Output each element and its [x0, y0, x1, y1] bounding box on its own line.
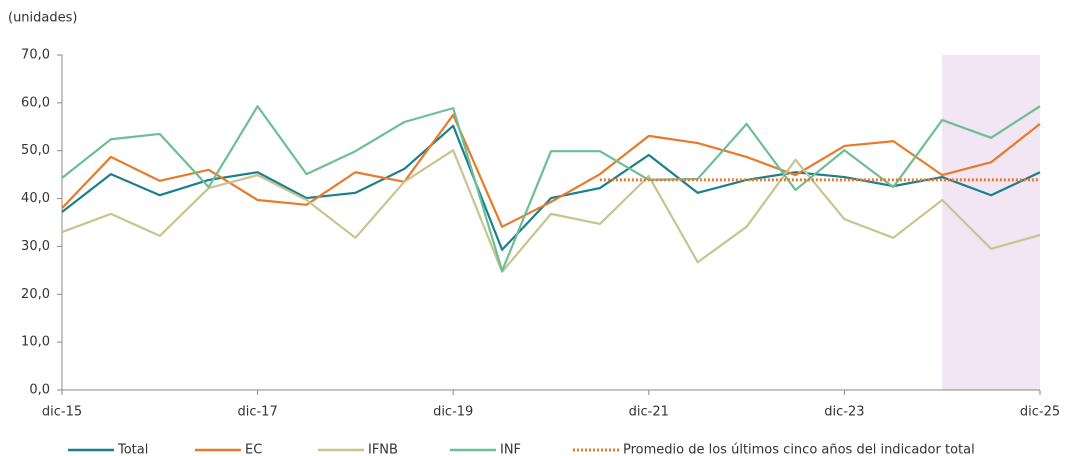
x-tick-label: dic-19 [433, 405, 473, 420]
y-tick-label: 0,0 [29, 383, 50, 398]
highlight-band [942, 55, 1040, 390]
legend-label: Promedio de los últimos cinco años del i… [623, 443, 975, 456]
y-tick-label: 40,0 [21, 191, 50, 206]
y-tick-label: 50,0 [21, 143, 50, 158]
x-tick-label: dic-15 [42, 405, 82, 420]
x-tick-label: dic-17 [237, 405, 277, 420]
y-axis-label: (unidades) [8, 11, 77, 26]
legend-label: Total [117, 443, 148, 456]
y-tick-label: 20,0 [21, 287, 50, 302]
legend-label: INF [500, 443, 521, 456]
x-tick-label: dic-23 [824, 405, 864, 420]
series-line [61, 124, 1041, 251]
series-line [61, 149, 1041, 273]
x-tick-label: dic-21 [629, 405, 669, 420]
series-line [61, 113, 1041, 228]
legend-label: EC [245, 443, 262, 456]
x-tick-label: dic-25 [1020, 405, 1060, 420]
y-tick-label: 70,0 [21, 48, 50, 63]
series-line [61, 105, 1041, 272]
y-tick-label: 60,0 [21, 95, 50, 110]
legend-label: IFNB [368, 443, 398, 456]
y-tick-label: 10,0 [21, 335, 50, 350]
y-tick-label: 30,0 [21, 239, 50, 254]
